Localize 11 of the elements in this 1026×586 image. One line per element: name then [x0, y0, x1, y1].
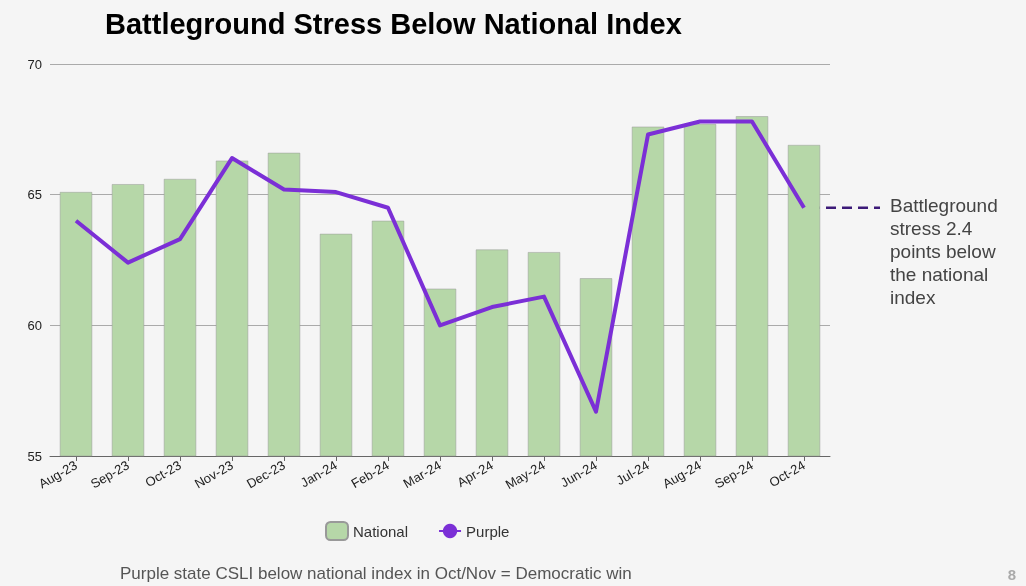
y-tick-label: 70	[27, 56, 42, 72]
text: 8	[1007, 566, 1016, 583]
legend-label: National	[353, 522, 409, 540]
annotation: Battleground stress 2.4 points below the national index	[890, 194, 1004, 308]
y-tick-label: 60	[27, 317, 42, 333]
legend-label: Purple	[466, 522, 510, 540]
y-tick-label: 65	[27, 187, 42, 203]
chart-title: Battleground Stress Below National Index	[105, 7, 682, 40]
y-tick-label: 55	[27, 448, 42, 464]
text: Purple state CSLI below national index in Oct/Nov = Democratic win	[120, 564, 632, 583]
line-series	[74, 119, 806, 414]
